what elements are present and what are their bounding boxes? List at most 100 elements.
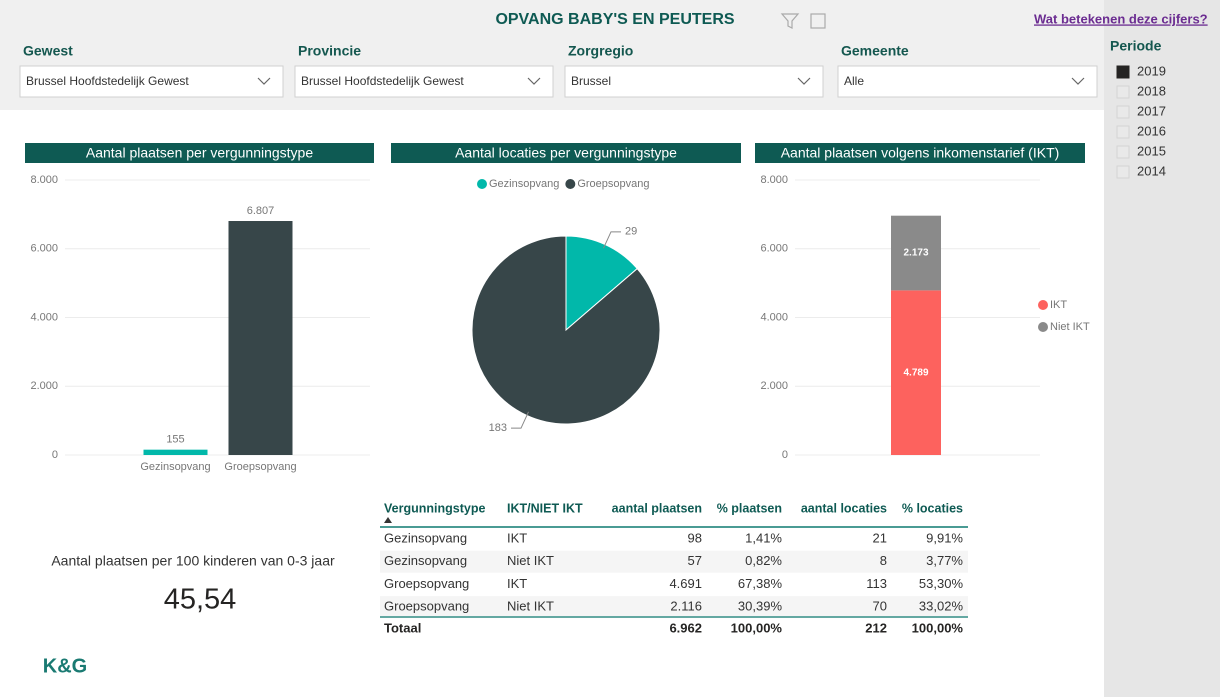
table-cell: Niet IKT [507, 599, 554, 614]
dropdown[interactable] [837, 65, 1098, 98]
checkbox[interactable] [1116, 105, 1130, 119]
sort-arrow[interactable] [384, 517, 392, 523]
table-cell: 67,38% [738, 576, 783, 591]
total-cell: Totaal [384, 620, 421, 635]
value-label: 183 [489, 422, 507, 434]
dropdown[interactable] [294, 65, 554, 98]
bar-segment [891, 290, 941, 455]
period-option: 2018 [1137, 83, 1166, 98]
table-cell: 1,41% [745, 530, 782, 545]
y-tick-label: 2.000 [30, 380, 58, 392]
y-tick-label: 8.000 [760, 174, 788, 186]
y-tick-label: 0 [52, 449, 58, 461]
checkbox[interactable] [1116, 85, 1130, 99]
period-option: 2015 [1137, 143, 1166, 158]
filter-label: Provincie [298, 43, 361, 59]
table-cell: 0,82% [745, 553, 782, 568]
y-tick-label: 2.000 [760, 380, 788, 392]
checkbox[interactable] [1116, 165, 1130, 179]
bar [228, 221, 293, 455]
table-cell: Gezinsopvang [384, 530, 467, 545]
leader-line [603, 231, 621, 249]
table-cell: 21 [873, 530, 887, 545]
x-tick-label: Groepsopvang [224, 461, 296, 473]
table-cell: Niet IKT [507, 553, 554, 568]
legend-marker [565, 179, 576, 189]
dropdown-value: Brussel Hoofdstedelijk Gewest [301, 74, 464, 88]
chart-title: Aantal plaatsen volgens inkomenstarief (… [781, 145, 1060, 161]
dropdown[interactable] [19, 65, 284, 98]
column-header[interactable]: aantal plaatsen [612, 501, 702, 515]
period-option: 2016 [1137, 123, 1166, 138]
legend-label: IKT [1050, 299, 1067, 311]
checkbox[interactable] [1116, 65, 1130, 79]
y-tick-label: 6.000 [30, 243, 58, 255]
kpi-value: 45,54 [164, 584, 237, 616]
column-header[interactable]: Vergunningstype [384, 501, 485, 515]
table-cell: 2.116 [670, 599, 702, 614]
table-cell: 57 [688, 553, 702, 568]
filter-label: Gemeente [841, 43, 909, 59]
legend-marker [1038, 322, 1048, 332]
y-tick-label: 4.000 [30, 311, 58, 323]
chart-title: Aantal plaatsen per vergunningstype [86, 145, 313, 161]
chart-title-bar [755, 143, 1085, 163]
y-tick-label: 4.000 [760, 311, 788, 323]
value-label: 4.789 [903, 367, 928, 378]
filter-icon[interactable] [780, 13, 826, 29]
leader-line [511, 411, 529, 429]
y-tick-label: 6.000 [760, 243, 788, 255]
chevron [797, 77, 811, 85]
table-cell: 3,77% [926, 553, 963, 568]
table-cell: 9,91% [926, 530, 963, 545]
table-cell: IKT [507, 530, 527, 545]
legend-label: Gezinsopvang [489, 178, 559, 190]
table-cell: 4.691 [669, 576, 702, 591]
y-tick-label: 8.000 [30, 174, 58, 186]
kpi-label: Aantal plaatsen per 100 kinderen van 0-3… [51, 553, 335, 569]
chevron [1071, 77, 1085, 85]
table-cell: 113 [866, 576, 887, 591]
bar [143, 449, 208, 455]
legend-marker [477, 179, 487, 189]
column-header[interactable]: % locaties [902, 501, 963, 515]
table-cell: 33,02% [919, 599, 964, 614]
total-cell: 6.962 [669, 620, 702, 635]
dropdown-value: Brussel [571, 74, 611, 88]
total-cell: 212 [865, 620, 887, 635]
filter-label: Zorgregio [568, 43, 633, 59]
chevron [527, 77, 541, 85]
bar-segment [891, 215, 941, 291]
column-header[interactable]: % plaatsen [717, 501, 782, 515]
chevron [257, 77, 271, 85]
table-cell: Groepsopvang [384, 599, 469, 614]
chart-title-bar [25, 143, 374, 163]
column-header[interactable]: IKT/NIET IKT [507, 501, 583, 515]
filter-shape [780, 13, 800, 29]
checkbox[interactable] [1116, 125, 1130, 139]
column-header[interactable]: aantal locaties [801, 501, 887, 515]
value-label: 2.173 [903, 248, 928, 259]
value-label: 155 [166, 434, 184, 446]
total-cell: 100,00% [912, 620, 964, 635]
checkbox[interactable] [1116, 145, 1130, 159]
table-cell: 98 [688, 530, 702, 545]
dropdown[interactable] [564, 65, 824, 98]
legend-label: Niet IKT [1050, 321, 1090, 333]
x-tick-label: Gezinsopvang [140, 461, 210, 473]
chart-title-bar [391, 143, 741, 163]
period-option: 2017 [1137, 103, 1166, 118]
table-cell: IKT [507, 576, 527, 591]
dropdown-value: Brussel Hoofdstedelijk Gewest [26, 74, 189, 88]
table-cell: Gezinsopvang [384, 553, 467, 568]
table-row [380, 528, 968, 550]
period-label: Periode [1110, 38, 1162, 54]
period-option: 2014 [1137, 163, 1166, 178]
period-option: 2019 [1137, 63, 1166, 78]
value-label: 6.807 [247, 205, 275, 217]
info-link[interactable]: Wat betekenen deze cijfers? [1034, 11, 1208, 26]
table-cell: Groepsopvang [384, 576, 469, 591]
value-label: 29 [625, 226, 637, 238]
table-row [380, 550, 968, 573]
